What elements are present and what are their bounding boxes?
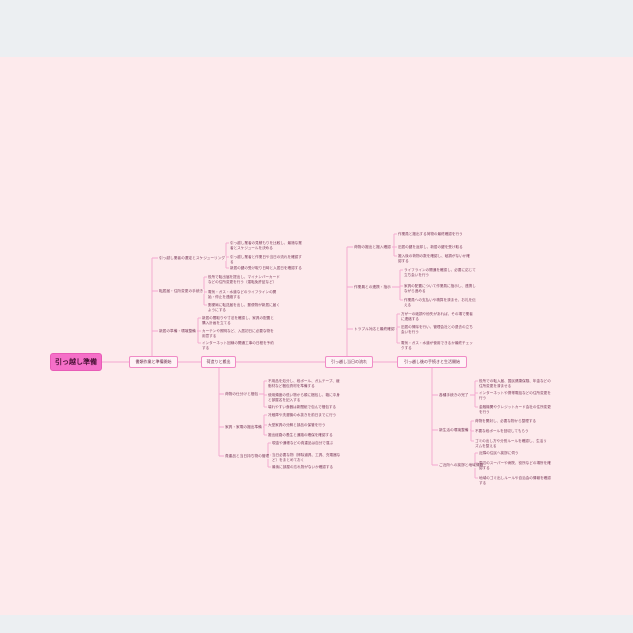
child-node[interactable]: 荷物の搬出と搬入確認 (353, 244, 392, 250)
leaf-item[interactable]: 役所での転入届、国民健康保険、年金などの住所変更を済ませる (479, 378, 551, 388)
leaf-item[interactable]: 旧居の鍵を返却し、新居の鍵を受け取る (398, 244, 463, 249)
child-node[interactable]: ご近所への挨拶と地域情報 (438, 462, 485, 468)
leaf-item[interactable]: 電気・ガス・水道などのライフラインの開始・停止を連絡する (208, 289, 277, 299)
leaf-item[interactable]: 大型家具の分解と部品の保管を行う (268, 422, 326, 427)
leaf-item[interactable]: 不要な段ボールを回収してもらう (475, 428, 529, 433)
top-margin (0, 0, 633, 57)
leaf-item[interactable]: 壊れやすい食器は新聞紙で包んで梱包する (268, 404, 337, 409)
leaf-item[interactable]: 新居の間取りや寸法を確認し、家具の配置と購入計画を立てる (202, 315, 274, 325)
leaf-item[interactable]: 地域のゴミ出しルールや自治会の情報を確認する (479, 475, 551, 485)
leaf-item[interactable]: 近隣の住民へ挨拶に伺う (479, 450, 519, 455)
leaf-item[interactable]: 作業員と搬出する荷物の最終確認を行う (398, 231, 463, 236)
branch-node[interactable]: 荷造りと搬出 (201, 356, 236, 368)
leaf-item[interactable]: 当日必要な物（掃除道具、工具、充電器など）をまとめておく (272, 452, 341, 462)
child-node[interactable]: トラブル対応と最終確認 (353, 326, 396, 332)
branch-node[interactable]: 引っ越し後の手続きと生活開始 (397, 356, 467, 368)
leaf-item[interactable]: 現金や通帳などの貴重品は自分で運ぶ (272, 440, 334, 445)
child-node[interactable]: 作業員との連携・指示 (353, 284, 392, 290)
child-node[interactable]: 転居届・住所変更の手続き (158, 288, 205, 294)
leaf-item[interactable]: 作業員への支払いや精算を済ませ、お礼を伝える (404, 297, 476, 307)
child-node[interactable]: 引っ越し業者の選定とスケジューリング (158, 255, 227, 261)
child-node[interactable]: 各種手続きの完了 (438, 392, 470, 398)
leaf-item[interactable]: 電気・ガス・水道が使用できるか最終チェックする (401, 340, 473, 350)
leaf-item[interactable]: 周辺のスーパーや病院、役所などの場所を確認する (479, 460, 551, 470)
leaf-item[interactable]: 役所で転出届を提出し、マイナンバーカードなどの住所変更を行う（運転免許証など） (208, 274, 280, 284)
leaf-item[interactable]: 引っ越し業者と作業日や当日の流れを確認する (230, 254, 302, 264)
leaf-item[interactable]: 冷蔵庫や洗濯機の水抜きを前日までに行う (268, 412, 337, 417)
leaf-item[interactable]: 荷物を開封し、必要な物から整理する (475, 418, 537, 423)
leaf-item[interactable]: 新居の鍵の受け取り日時と入居日を確認する (230, 265, 302, 270)
leaf-item[interactable]: 引っ越し業者の見積もりを比較し、最適な業者とスケジュールを決める (230, 240, 302, 250)
leaf-item[interactable]: インターネットや携帯電話などの住所変更を行う (479, 390, 551, 400)
leaf-item[interactable]: 搬入後の荷物の数を確認し、破損がないか確認する (398, 253, 470, 263)
leaf-item[interactable]: ライフラインの開通を確認し、必要に応じて立ち会いを行う (404, 267, 476, 277)
child-node[interactable]: 荷物の仕分けと梱包 (224, 391, 260, 397)
leaf-item[interactable]: 使用頻度の低い物から順に梱包し、箱に中身と部屋名を記入する (268, 392, 340, 402)
child-node[interactable]: 貴重品と当日持ち物の管理 (224, 453, 271, 459)
child-node[interactable]: 家具・家電の搬出準備 (224, 424, 263, 430)
root-node[interactable]: 引っ越し準備 (50, 353, 102, 371)
leaf-item[interactable]: 旧居の掃除を行い、管理会社との退去の立ち会いを行う (401, 324, 473, 334)
child-node[interactable]: 新生活の環境整備 (438, 427, 470, 433)
bottom-margin (0, 615, 633, 633)
leaf-item[interactable]: 搬出経路の養生と通路の確保を確認する (268, 432, 333, 437)
leaf-item[interactable]: 金融機関やクレジットカード会社の住所変更を行う (479, 404, 551, 414)
leaf-item[interactable]: インターネット回線の開通工事の日程を予約する (202, 340, 274, 350)
branch-node[interactable]: 書類作業と準備開始 (129, 356, 178, 368)
leaf-item[interactable]: 家具の配置について作業員に指示し、連携しながら進める (404, 283, 476, 293)
leaf-item[interactable]: 郵便局に転送届を出し、郵便物が新居に届くようにする (208, 302, 280, 312)
leaf-item[interactable]: 万が一の破損や紛失があれば、その場で業者に連絡する (401, 311, 473, 321)
leaf-item[interactable]: カーテンや照明など、入居初日に必要な物を用意する (202, 328, 274, 338)
leaf-item[interactable]: 不用品を処分し、段ボール、ガムテープ、緩衝材など梱包資材を準備する (268, 378, 340, 388)
leaf-item[interactable]: 最後に部屋の忘れ物がないか確認する (272, 464, 334, 469)
leaf-item[interactable]: ゴミの出し方や分別ルールを確認し、生活リズムを整える (475, 438, 547, 448)
branch-node[interactable]: 引っ越し当日の流れ (325, 356, 373, 368)
child-node[interactable]: 新居の準備・環境整備 (158, 328, 197, 334)
